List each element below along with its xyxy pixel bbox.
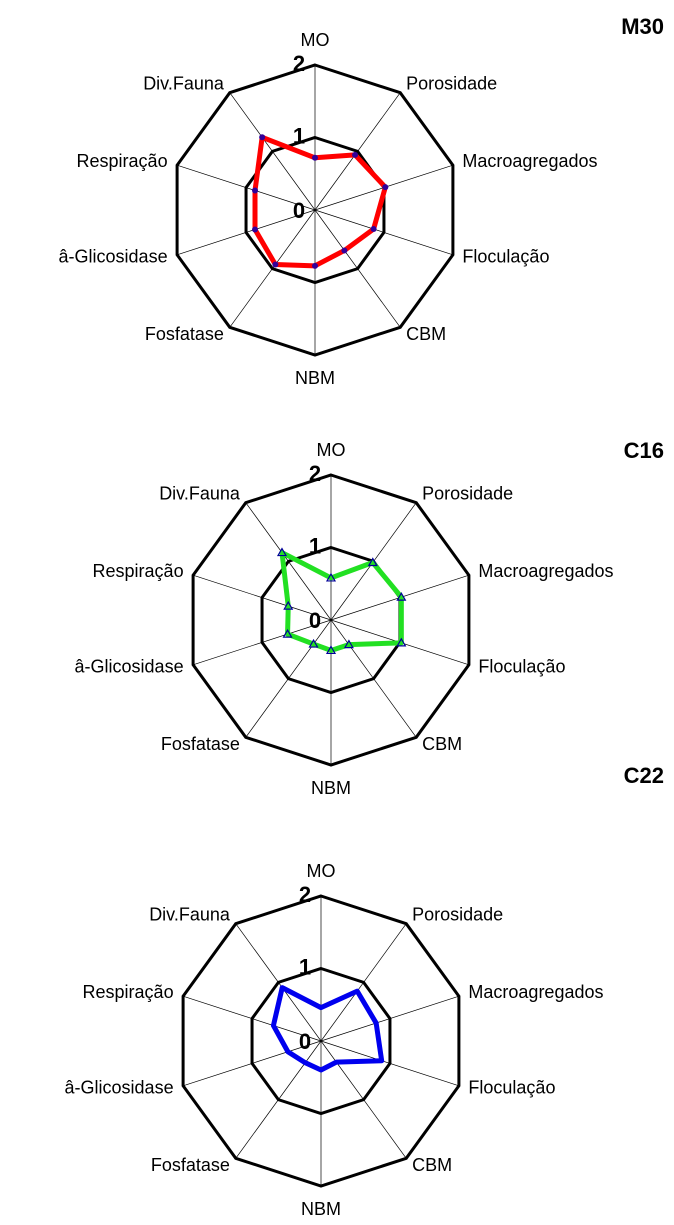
tick-label: 2	[299, 882, 311, 907]
radar-chart: C16 0 1 2MO Porosidade Macroagregados Floculaç…	[75, 438, 664, 798]
grid-ring	[181, 894, 461, 1188]
marker	[370, 226, 377, 233]
category-label: Floculação	[478, 657, 565, 677]
category-label: Respiração	[93, 561, 184, 581]
category-label: NBM	[295, 368, 335, 388]
grid-ring	[250, 966, 392, 1116]
category-label: Respiração	[83, 982, 174, 1002]
category-label: MO	[301, 30, 330, 50]
category-label: MO	[317, 440, 346, 460]
marker	[352, 151, 359, 158]
category-label: MO	[307, 861, 336, 881]
category-label: Div.Fauna	[159, 483, 241, 503]
category-label: Div.Fauna	[149, 904, 231, 924]
category-label: Porosidade	[412, 904, 503, 924]
category-label: Fosfatase	[145, 324, 224, 344]
tick-label: 0	[293, 198, 305, 223]
marker	[382, 184, 389, 191]
category-label: NBM	[311, 778, 351, 798]
marker	[396, 637, 407, 647]
marker	[276, 547, 288, 557]
tick-label: 2	[309, 461, 321, 486]
tick-label: 1	[309, 533, 321, 558]
tick-label: 0	[299, 1029, 311, 1054]
category-label: Div.Fauna	[143, 73, 225, 93]
radar-chart: C22 0 1 2MO Porosidade Macroagregados Floculaç…	[65, 763, 664, 1219]
chart-title: C16	[624, 438, 664, 463]
tick-label: 2	[293, 51, 305, 76]
chart-title: M30	[621, 14, 664, 39]
marker	[308, 638, 319, 648]
category-label: Macroagregados	[468, 982, 603, 1002]
category-label: â-Glicosidase	[59, 247, 168, 267]
marker	[259, 134, 266, 141]
marker	[252, 226, 259, 233]
category-label: â-Glicosidase	[75, 657, 184, 677]
category-label: NBM	[301, 1199, 341, 1219]
category-label: Fosfatase	[151, 1155, 230, 1175]
radar-chart: M30 0 1 2MO Porosidade Macroagregados Floculaç…	[59, 14, 664, 388]
category-label: Floculação	[468, 1078, 555, 1098]
series-line	[270, 985, 385, 1073]
marker	[312, 154, 318, 161]
category-label: CBM	[422, 734, 462, 754]
tick-label: 1	[293, 123, 305, 148]
category-label: CBM	[406, 324, 446, 344]
category-label: Macroagregados	[478, 561, 613, 581]
category-label: Fosfatase	[161, 734, 240, 754]
marker	[252, 187, 259, 194]
marker	[325, 645, 337, 655]
category-label: Macroagregados	[462, 151, 597, 171]
marker	[343, 639, 354, 649]
category-label: Porosidade	[406, 73, 497, 93]
grid-ring	[191, 473, 471, 767]
marker	[396, 591, 407, 601]
category-label: CBM	[412, 1155, 452, 1175]
category-label: â-Glicosidase	[65, 1078, 174, 1098]
marker	[272, 261, 279, 268]
marker	[325, 572, 337, 582]
tick-label: 0	[309, 608, 321, 633]
marker	[312, 262, 318, 269]
series-line	[279, 550, 404, 653]
marker	[283, 600, 294, 610]
category-label: Porosidade	[422, 483, 513, 503]
marker	[282, 628, 293, 638]
series-line	[252, 134, 388, 269]
marker	[341, 247, 348, 254]
chart-title: C22	[624, 763, 664, 788]
tick-label: 1	[299, 954, 311, 979]
category-label: Respiração	[77, 151, 168, 171]
category-label: Floculação	[462, 247, 549, 267]
grid-ring	[175, 63, 455, 357]
marker	[367, 557, 378, 567]
